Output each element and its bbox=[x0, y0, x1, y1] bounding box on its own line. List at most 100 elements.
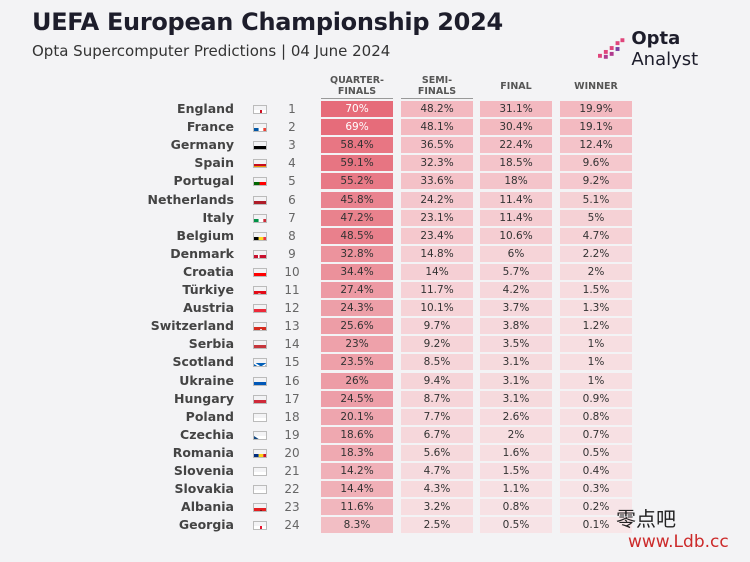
team-name: Portugal bbox=[173, 173, 234, 189]
cell-winner: 12.4% bbox=[560, 137, 632, 154]
chart-title: UEFA European Championship 2024 bbox=[32, 8, 503, 36]
cell-final: 3.5% bbox=[480, 336, 552, 353]
team-name: Türkiye bbox=[182, 282, 234, 297]
cell-final: 18% bbox=[480, 173, 552, 190]
cell-semi-finals: 10.1% bbox=[401, 300, 473, 317]
cell-winner: 9.2% bbox=[560, 173, 632, 190]
cell-winner: 5% bbox=[560, 209, 632, 226]
cell-quarter-finals: 11.6% bbox=[321, 499, 393, 516]
cell-semi-finals: 5.6% bbox=[401, 444, 473, 461]
cell-winner: 0.5% bbox=[560, 444, 632, 461]
flag-icon-esp bbox=[253, 159, 267, 169]
team-name: Switzerland bbox=[150, 318, 234, 334]
column-header-quarter-finals: QUARTER- FINALS bbox=[321, 75, 393, 99]
column-header-final: FINAL bbox=[500, 81, 532, 92]
team-name: Ukraine bbox=[179, 372, 234, 388]
cell-semi-finals: 9.4% bbox=[401, 372, 473, 389]
flag-icon-fra bbox=[253, 123, 267, 133]
cell-quarter-finals: 23% bbox=[321, 336, 393, 353]
flag-icon-ita bbox=[253, 213, 267, 223]
cell-final: 18.5% bbox=[480, 155, 552, 172]
cell-quarter-finals: 26% bbox=[321, 372, 393, 389]
rank-number: 9 bbox=[288, 246, 296, 261]
cell-winner: 0.7% bbox=[560, 426, 632, 443]
cell-quarter-finals: 14.2% bbox=[321, 463, 393, 479]
cell-semi-finals: 9.7% bbox=[401, 318, 473, 335]
cell-semi-finals: 9.2% bbox=[401, 336, 473, 353]
cell-final: 2% bbox=[480, 426, 552, 443]
cell-semi-finals: 4.3% bbox=[401, 481, 473, 498]
flag-icon-svn bbox=[253, 467, 267, 476]
cell-semi-finals: 8.7% bbox=[401, 390, 473, 407]
cell-final: 0.8% bbox=[480, 499, 552, 516]
cell-semi-finals: 23.4% bbox=[401, 227, 473, 244]
cell-final: 10.6% bbox=[480, 227, 552, 244]
team-name: Poland bbox=[185, 408, 234, 424]
column-header-winner: WINNER bbox=[574, 81, 618, 92]
cell-final: 1.5% bbox=[480, 463, 552, 479]
cell-final: 0.5% bbox=[480, 517, 552, 534]
cell-final: 22.4% bbox=[480, 137, 552, 154]
team-name: Croatia bbox=[182, 263, 234, 279]
cell-final: 6% bbox=[480, 245, 552, 262]
chart-subtitle: Opta Supercomputer Predictions | 04 June… bbox=[32, 42, 391, 60]
team-name: Hungary bbox=[174, 390, 234, 406]
flag-icon-svk bbox=[253, 485, 267, 495]
team-name: Romania bbox=[172, 444, 234, 460]
cell-quarter-finals: 55.2% bbox=[321, 173, 393, 190]
cell-winner: 1.2% bbox=[560, 318, 632, 335]
flag-icon-ned bbox=[253, 195, 267, 205]
cell-winner: 1.3% bbox=[560, 300, 632, 317]
cell-final: 1.1% bbox=[480, 481, 552, 498]
flag-icon-cro bbox=[253, 267, 267, 277]
team-name: Denmark bbox=[170, 245, 234, 261]
team-name: Belgium bbox=[176, 227, 234, 243]
cell-quarter-finals: 69% bbox=[321, 119, 393, 136]
rank-number: 13 bbox=[284, 319, 300, 334]
rank-number: 23 bbox=[284, 500, 300, 515]
cell-winner: 1% bbox=[560, 372, 632, 389]
flag-icon-ger bbox=[253, 141, 267, 151]
cell-final: 11.4% bbox=[480, 209, 552, 226]
cell-winner: 9.6% bbox=[560, 155, 632, 172]
cell-quarter-finals: 32.8% bbox=[321, 245, 393, 262]
watermark-chinese: 零点吧 bbox=[616, 507, 676, 531]
team-name: Albania bbox=[181, 499, 234, 515]
cell-final: 11.4% bbox=[480, 191, 552, 208]
flag-icon-aut bbox=[253, 304, 267, 314]
rank-number: 17 bbox=[284, 391, 300, 406]
cell-winner: 2% bbox=[560, 263, 632, 280]
cell-winner: 0.3% bbox=[560, 481, 632, 498]
flag-icon-por bbox=[253, 177, 267, 187]
flag-icon-rou bbox=[253, 448, 267, 458]
cell-winner: 0.8% bbox=[560, 408, 632, 425]
cell-semi-finals: 7.7% bbox=[401, 408, 473, 425]
rank-number: 8 bbox=[288, 228, 296, 243]
cell-quarter-finals: 45.8% bbox=[321, 191, 393, 208]
cell-quarter-finals: 58.4% bbox=[321, 137, 393, 154]
rank-number: 20 bbox=[284, 445, 300, 460]
cell-final: 3.1% bbox=[480, 372, 552, 389]
flag-icon-alb bbox=[253, 503, 267, 513]
rank-number: 2 bbox=[288, 120, 296, 135]
cell-final: 3.1% bbox=[480, 390, 552, 407]
cell-final: 30.4% bbox=[480, 119, 552, 136]
cell-semi-finals: 8.5% bbox=[401, 354, 473, 371]
cell-final: 3.7% bbox=[480, 300, 552, 317]
flag-icon-cze bbox=[253, 430, 267, 440]
rank-number: 11 bbox=[284, 283, 300, 297]
cell-semi-finals: 24.2% bbox=[401, 191, 473, 208]
flag-icon-sco bbox=[253, 358, 267, 368]
rank-number: 4 bbox=[288, 156, 296, 171]
team-name: Netherlands bbox=[147, 191, 234, 207]
cell-quarter-finals: 24.5% bbox=[321, 390, 393, 407]
opta-analyst-logo: Opta Analyst bbox=[598, 28, 750, 70]
cell-quarter-finals: 18.6% bbox=[321, 426, 393, 443]
cell-semi-finals: 48.2% bbox=[401, 101, 473, 117]
flag-icon-tur bbox=[253, 286, 267, 295]
flag-icon-pol bbox=[253, 412, 267, 422]
cell-final: 5.7% bbox=[480, 263, 552, 280]
cell-winner: 19.1% bbox=[560, 119, 632, 136]
cell-semi-finals: 4.7% bbox=[401, 463, 473, 479]
cell-quarter-finals: 18.3% bbox=[321, 444, 393, 461]
